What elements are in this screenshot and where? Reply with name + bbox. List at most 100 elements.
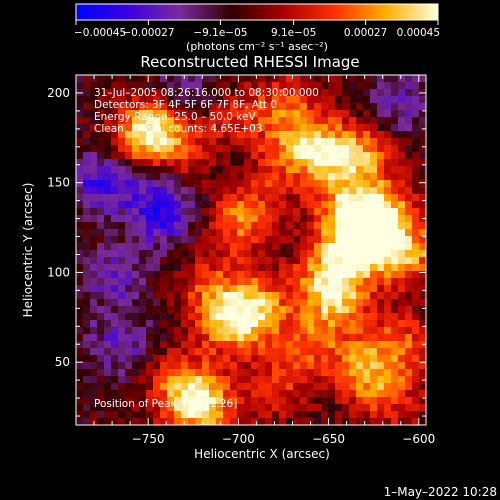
heatmap-cell xyxy=(342,201,350,209)
heatmap-cell xyxy=(251,383,259,391)
heatmap-cell xyxy=(307,145,315,153)
heatmap-cell xyxy=(370,278,378,286)
heatmap-cell xyxy=(405,397,413,405)
heatmap-cell xyxy=(83,348,91,356)
heatmap-cell xyxy=(125,313,133,321)
heatmap-cell xyxy=(97,320,105,328)
heatmap-cell xyxy=(342,334,350,342)
heatmap-cell xyxy=(111,292,119,300)
heatmap-cell xyxy=(202,355,210,363)
heatmap-cell xyxy=(174,355,182,363)
heatmap-cell xyxy=(167,159,175,167)
heatmap-cell xyxy=(398,299,406,307)
heatmap-cell xyxy=(398,194,406,202)
heatmap-cell xyxy=(104,341,112,349)
heatmap-cell xyxy=(279,313,287,321)
heatmap-cell xyxy=(223,334,231,342)
heatmap-cell xyxy=(314,299,322,307)
heatmap-cell xyxy=(335,376,343,384)
heatmap-cell xyxy=(300,383,308,391)
heatmap-cell xyxy=(111,75,119,83)
heatmap-cell xyxy=(370,117,378,125)
heatmap-cell xyxy=(153,243,161,251)
heatmap-cell xyxy=(314,271,322,279)
heatmap-cell xyxy=(244,75,252,83)
heatmap-cell xyxy=(300,187,308,195)
heatmap-cell xyxy=(370,138,378,146)
heatmap-cell xyxy=(349,236,357,244)
heatmap-cell xyxy=(83,243,91,251)
heatmap-cell xyxy=(251,292,259,300)
heatmap-cell xyxy=(328,208,336,216)
heatmap-cell xyxy=(153,285,161,293)
heatmap-cell xyxy=(342,348,350,356)
heatmap-cell xyxy=(335,187,343,195)
heatmap-cell xyxy=(223,383,231,391)
heatmap-cell xyxy=(321,138,329,146)
heatmap-cell xyxy=(377,306,385,314)
heatmap-cell xyxy=(139,159,147,167)
heatmap-cell xyxy=(167,334,175,342)
heatmap-cell xyxy=(216,152,224,160)
heatmap-cell xyxy=(391,299,399,307)
heatmap-cell xyxy=(384,159,392,167)
plot-frame xyxy=(75,74,427,426)
heatmap-cell xyxy=(279,299,287,307)
heatmap-cell xyxy=(412,292,420,300)
heatmap-cell xyxy=(307,383,315,391)
heatmap-cell xyxy=(384,194,392,202)
heatmap-cell xyxy=(118,348,126,356)
heatmap-cell xyxy=(391,82,399,90)
heatmap-cell xyxy=(391,194,399,202)
heatmap-cell xyxy=(167,75,175,83)
heatmap-cell xyxy=(342,299,350,307)
heatmap-cell xyxy=(342,145,350,153)
heatmap-cell xyxy=(265,278,273,286)
heatmap-cell xyxy=(181,320,189,328)
heatmap-cell xyxy=(272,138,280,146)
heatmap-cell xyxy=(370,355,378,363)
heatmap-cell xyxy=(223,278,231,286)
heatmap-cell xyxy=(349,194,357,202)
heatmap-cell xyxy=(216,82,224,90)
heatmap-cell xyxy=(384,341,392,349)
heatmap-cell xyxy=(83,229,91,237)
heatmap-cell xyxy=(111,96,119,104)
heatmap-cell xyxy=(314,82,322,90)
heatmap-cell xyxy=(349,75,357,83)
heatmap-cell xyxy=(314,313,322,321)
heatmap-cell xyxy=(174,243,182,251)
heatmap-cell xyxy=(300,369,308,377)
heatmap-cell xyxy=(370,131,378,139)
heatmap-cell xyxy=(244,341,252,349)
heatmap-cell xyxy=(83,187,91,195)
heatmap-cell xyxy=(202,292,210,300)
heatmap-cell xyxy=(272,362,280,370)
heatmap-cell xyxy=(188,292,196,300)
heatmap-cell xyxy=(279,278,287,286)
heatmap-cell xyxy=(160,173,168,181)
heatmap-cell xyxy=(118,278,126,286)
heatmap-cell xyxy=(202,285,210,293)
heatmap-cell xyxy=(258,103,266,111)
heatmap-cell xyxy=(398,341,406,349)
heatmap-cell xyxy=(111,257,119,265)
heatmap-cell xyxy=(118,236,126,244)
heatmap-cell xyxy=(279,383,287,391)
heatmap-cell xyxy=(349,117,357,125)
heatmap-cell xyxy=(132,355,140,363)
heatmap-cell xyxy=(279,320,287,328)
heatmap-cell xyxy=(230,404,238,412)
heatmap-cell xyxy=(223,390,231,398)
heatmap-cell xyxy=(279,110,287,118)
heatmap-cell xyxy=(279,306,287,314)
heatmap-cell xyxy=(300,341,308,349)
heatmap-cell xyxy=(83,96,91,104)
heatmap-cell xyxy=(412,271,420,279)
heatmap-cell xyxy=(377,208,385,216)
heatmap-cell xyxy=(321,264,329,272)
heatmap-cell xyxy=(83,131,91,139)
colorbar-tick-label: 0.00027 xyxy=(344,27,387,39)
heatmap-cell xyxy=(202,194,210,202)
heatmap-cell xyxy=(335,124,343,132)
